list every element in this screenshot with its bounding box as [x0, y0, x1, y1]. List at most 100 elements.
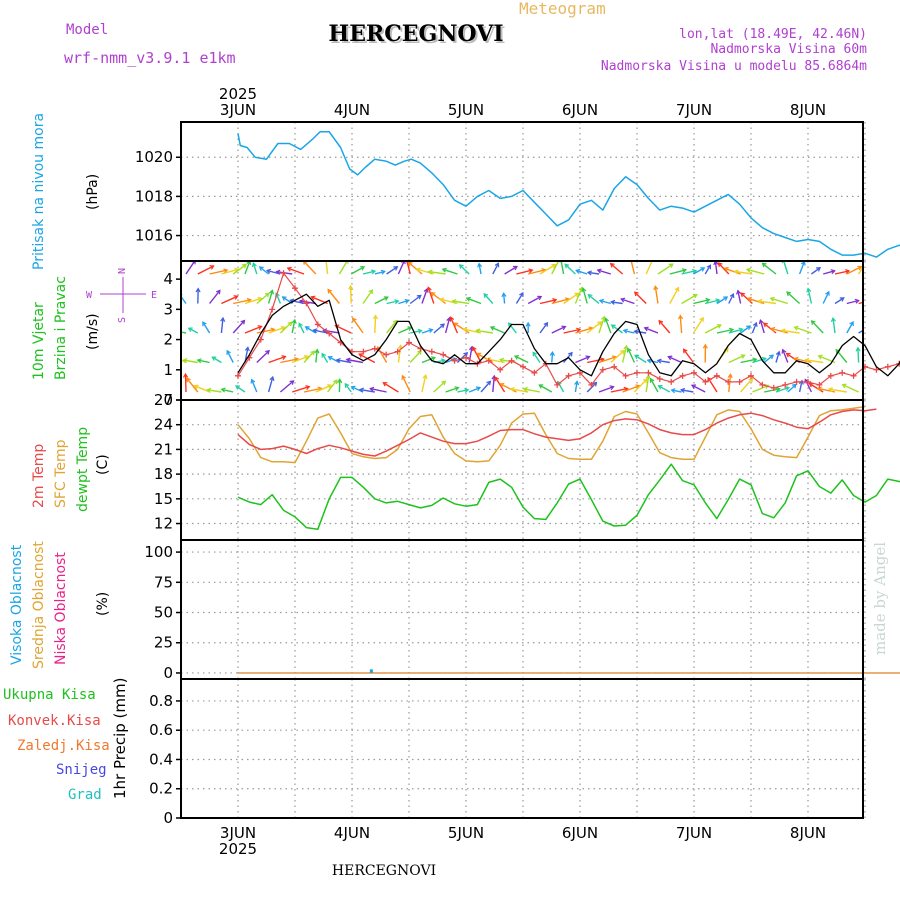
- wind-arrow-head: [360, 266, 366, 271]
- gust-marker: [497, 366, 504, 373]
- year-bottom: 2025: [219, 840, 257, 858]
- precip-legend-item: Grad: [68, 787, 102, 803]
- gust-marker: [314, 321, 321, 328]
- gust-marker: [280, 270, 287, 277]
- date-label-top: 8JUN: [790, 101, 826, 119]
- wind-arrow: [406, 261, 411, 275]
- wind-arrow-head: [775, 386, 781, 392]
- wind-arrow: [611, 324, 624, 334]
- cloud-frame: [180, 539, 864, 680]
- wind-arrow: [658, 320, 671, 334]
- wind-arrow-head: [642, 378, 648, 384]
- wind-arrow-head: [679, 387, 686, 393]
- wind-arrow: [574, 381, 578, 393]
- wind-arrow-head: [268, 289, 274, 295]
- wind-arrow-head: [344, 382, 350, 388]
- wind-arrow: [350, 266, 365, 275]
- wind-arrow: [828, 388, 847, 393]
- wind-arrow: [621, 345, 628, 363]
- wind-arrow: [194, 385, 210, 393]
- wind-arrow-head: [620, 349, 625, 355]
- precip-legend-item: Ukupna Kisa: [3, 687, 96, 703]
- wind-arrow: [563, 292, 579, 305]
- wind-arrow-head: [841, 383, 847, 389]
- y-tick-label: 1018: [135, 187, 173, 205]
- y-tick-label: 75: [154, 573, 173, 591]
- wind-arrow-head: [793, 325, 799, 331]
- gust-marker: [759, 381, 766, 388]
- wind-arrow: [374, 315, 377, 334]
- wind-arrow-head: [762, 322, 768, 328]
- wind-arrow: [442, 268, 458, 275]
- wind-arrow: [220, 317, 224, 334]
- wind-arrow: [758, 300, 777, 305]
- gust-marker: [770, 384, 777, 391]
- wind-arrow: [211, 356, 222, 364]
- wind-arrow-head: [211, 356, 217, 361]
- wind-arrow-head: [769, 296, 775, 302]
- wind-arrow: [597, 269, 611, 275]
- gust-marker: [371, 345, 378, 352]
- wind-arrow: [386, 300, 399, 305]
- gust-marker: [782, 381, 789, 388]
- precip-axis-label: 1hr Precip (mm): [111, 678, 129, 799]
- wind-arrow: [759, 319, 765, 334]
- wind-arrow-head: [849, 321, 854, 327]
- precip-legend: Ukupna Kisa Konvek.Kisa Zaledj.Kisa Snijeg G…: [3, 687, 110, 803]
- temp-unit: (C): [95, 454, 111, 475]
- temperature-panel: 12 15 18 21 24 27: [154, 391, 900, 541]
- y-tick-label: 3: [163, 300, 173, 318]
- wind-arrow: [633, 378, 648, 393]
- wind-arrow-head: [202, 321, 207, 327]
- wind-arrow-head: [845, 269, 851, 275]
- wind-arrow: [858, 301, 863, 305]
- wind-arrow-head: [489, 326, 495, 331]
- wind-arrow: [291, 319, 296, 334]
- wind-unit: (m/s): [85, 313, 101, 350]
- wind-arrow: [183, 359, 198, 364]
- wind-arrow: [221, 388, 234, 393]
- wind-arrow: [786, 291, 801, 305]
- wind-arrow-head: [415, 267, 421, 273]
- y-tick-label: 12: [154, 515, 173, 533]
- wind-arrow: [623, 329, 635, 334]
- date-label-top: 6JUN: [562, 101, 598, 119]
- wind-arrow-head: [269, 375, 275, 381]
- wind-arrow: [846, 321, 854, 334]
- wind-arrow-head: [501, 292, 507, 298]
- wind-arrow: [645, 375, 650, 393]
- wind-arrow-head: [757, 298, 763, 304]
- wind-arrow: [433, 323, 445, 334]
- gust-marker: [873, 366, 880, 373]
- wind-arrow-head: [475, 328, 481, 334]
- wind-arrow-head: [298, 298, 304, 305]
- wind-arrow-head: [804, 357, 810, 363]
- wind-arrow: [305, 326, 317, 334]
- wind-arrow-head: [626, 347, 632, 353]
- gust-marker: [463, 354, 469, 361]
- wind-arrow: [445, 386, 459, 393]
- wind-arrow-head: [597, 321, 603, 326]
- wind-arrow-head: [494, 376, 500, 382]
- wind-arrow: [634, 291, 647, 304]
- wind-arrow: [528, 269, 546, 275]
- wind-arrow: [362, 289, 373, 304]
- wind-arrow-head: [780, 328, 786, 334]
- wind-arrow-head: [610, 299, 616, 305]
- wind-arrow: [188, 327, 199, 334]
- wind-arrow-head: [462, 327, 468, 333]
- wind-arrow-head: [171, 355, 175, 359]
- gust-marker: [748, 372, 754, 379]
- gust-marker: [816, 381, 823, 388]
- y-tick-label: 25: [154, 634, 173, 652]
- date-label-bottom: 7JUN: [676, 824, 712, 842]
- gust-marker: [645, 369, 652, 376]
- wind-arrow: [303, 350, 315, 363]
- wind-arrow-head: [310, 295, 316, 301]
- gust-marker: [850, 372, 857, 379]
- wind-arrow: [315, 349, 318, 363]
- wind-arrow-head: [681, 268, 688, 274]
- wind-arrow: [610, 349, 625, 364]
- gust-marker: [383, 351, 390, 358]
- wind-arrow: [764, 388, 780, 393]
